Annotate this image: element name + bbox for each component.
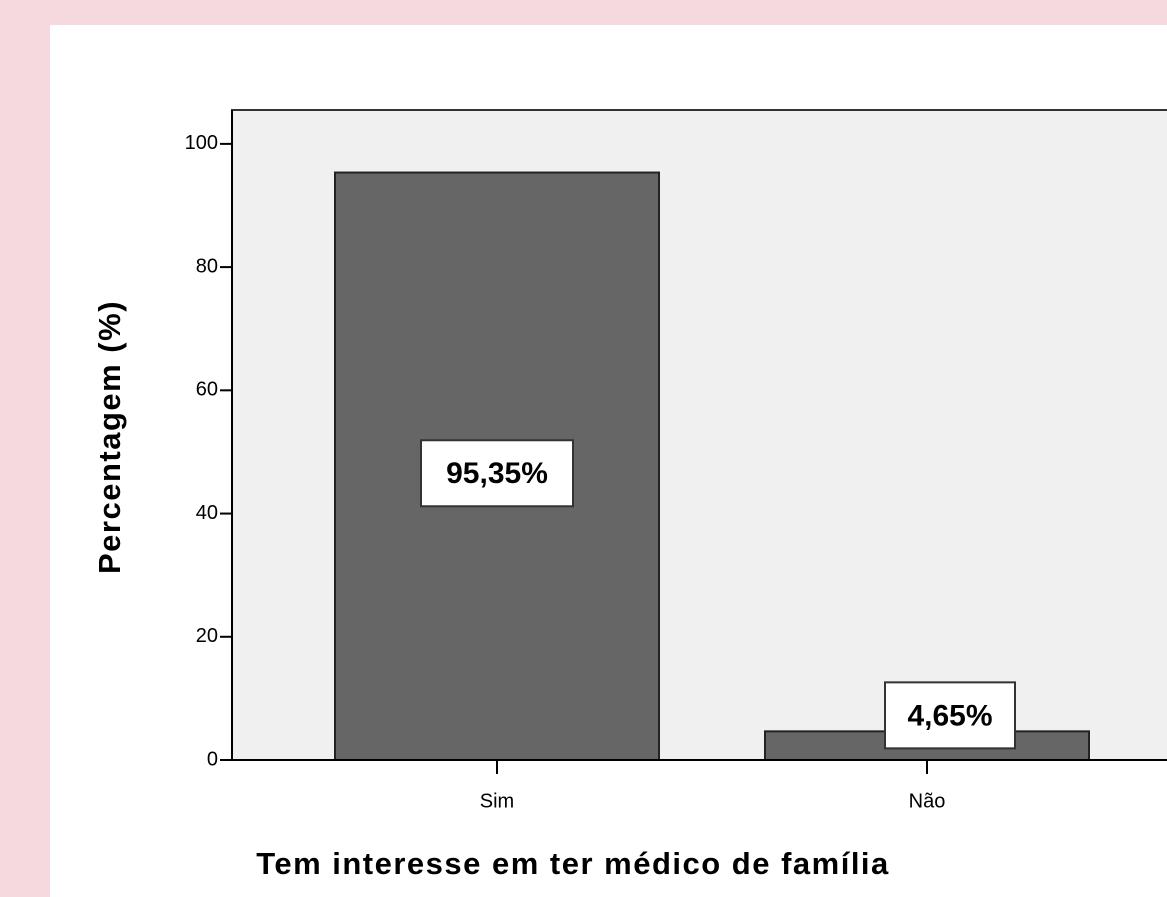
- x-axis-title: Tem interesse em ter médico de família: [256, 846, 890, 881]
- y-tick-label: 0: [207, 748, 218, 770]
- value-label-box: [420, 439, 574, 508]
- y-axis-title: Percentagem (%): [92, 300, 127, 574]
- value-label-box: [884, 681, 1016, 750]
- y-tick-label: 80: [196, 255, 218, 277]
- value-label: 4,65%: [907, 699, 992, 732]
- y-tick-label: 100: [185, 132, 218, 154]
- y-tick-label: 40: [196, 502, 218, 524]
- y-tick-label: 60: [196, 379, 218, 401]
- x-tick-label: Sim: [480, 790, 514, 812]
- y-tick-label: 20: [196, 625, 218, 647]
- x-tick-label: Não: [909, 790, 946, 812]
- value-label: 95,35%: [446, 457, 548, 490]
